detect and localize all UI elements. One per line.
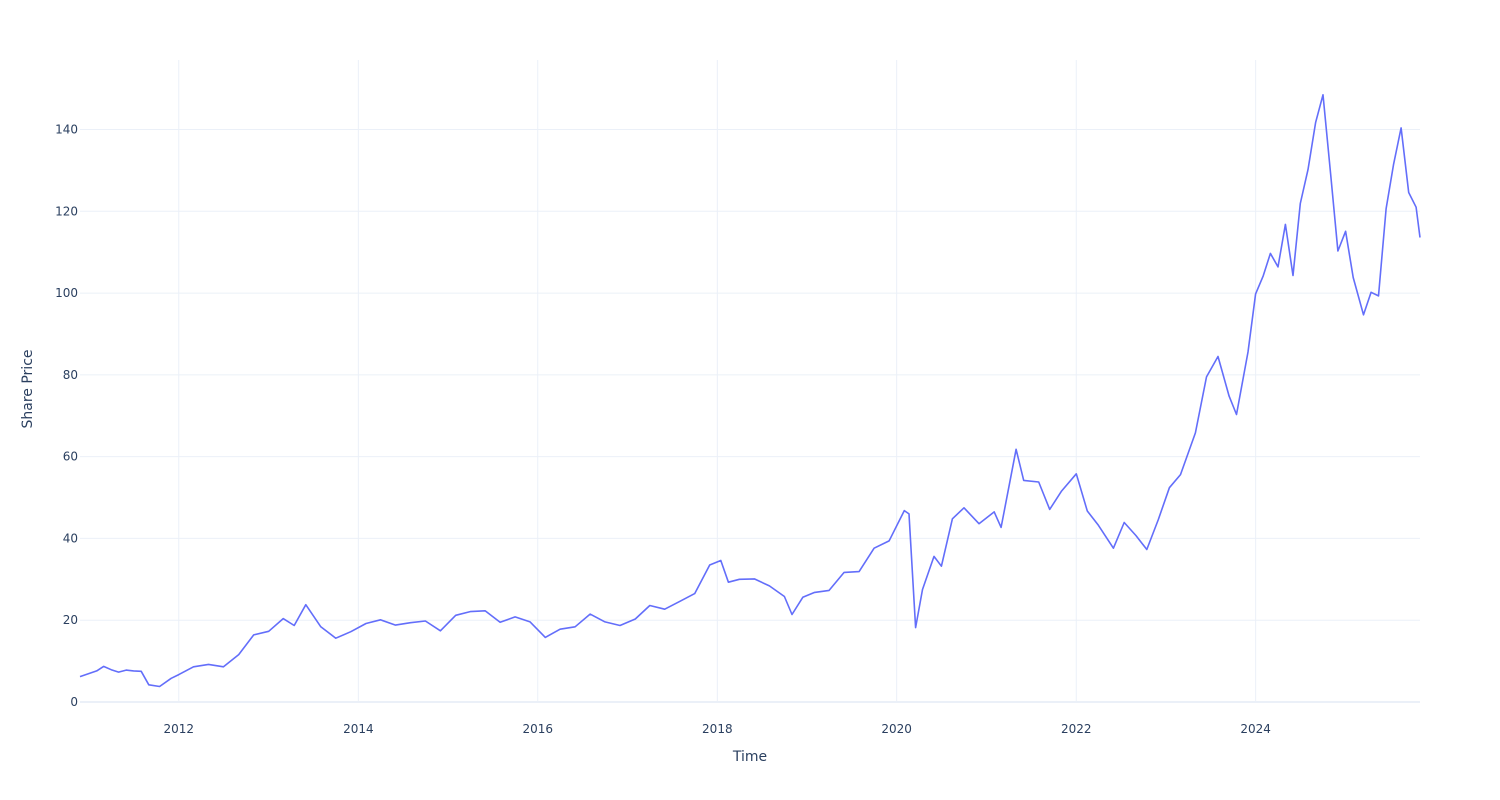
x-tick-label: 2022 <box>1061 722 1092 736</box>
y-tick-label: 60 <box>63 450 78 464</box>
x-tick-label: 2020 <box>881 722 912 736</box>
y-axis-title: Share Price <box>20 349 36 428</box>
x-tick-label: 2024 <box>1240 722 1271 736</box>
y-tick-label: 80 <box>63 368 78 382</box>
y-tick-label: 0 <box>70 695 78 709</box>
y-tick-label: 140 <box>55 123 78 137</box>
y-tick-label: 40 <box>63 531 78 545</box>
x-axis-ticks: 2012 2014 2016 2018 2020 2022 2024 <box>163 722 1270 736</box>
x-tick-label: 2014 <box>343 722 374 736</box>
y-axis-ticks: 0 20 40 60 80 100 120 140 <box>55 123 78 709</box>
x-axis-title: Time <box>732 749 767 765</box>
y-tick-label: 100 <box>55 286 78 300</box>
grid-layer <box>80 60 1420 702</box>
series-layer <box>79 94 1421 688</box>
share-price-series-line <box>79 94 1421 688</box>
x-tick-label: 2012 <box>163 722 194 736</box>
y-tick-label: 120 <box>55 204 78 218</box>
x-tick-label: 2018 <box>702 722 733 736</box>
x-tick-label: 2016 <box>522 722 553 736</box>
y-tick-label: 20 <box>63 613 78 627</box>
